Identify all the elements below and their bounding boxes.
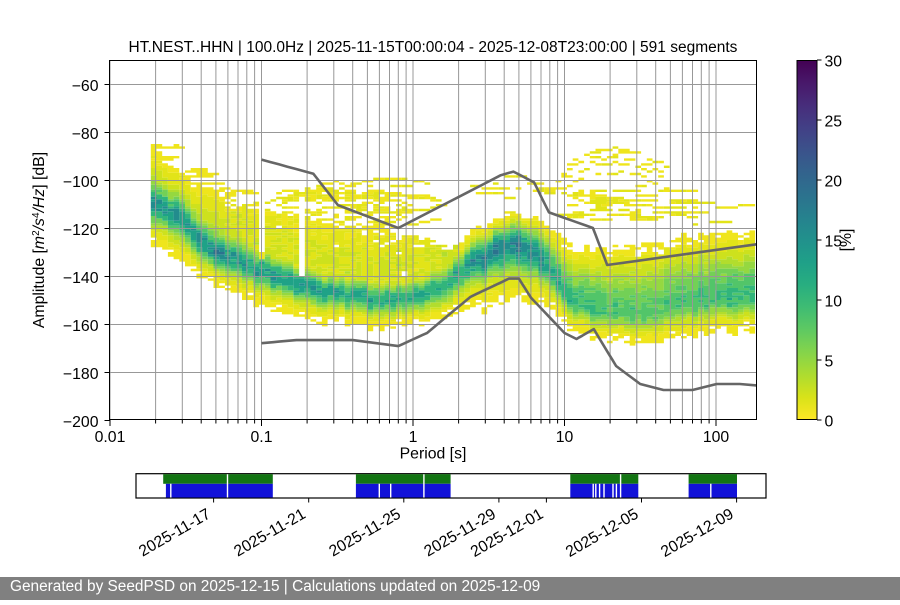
svg-text:HT.NEST..HHN | 100.0Hz | 2025-: HT.NEST..HHN | 100.0Hz | 2025-11-15T00:0… bbox=[129, 39, 738, 56]
svg-text:−100: −100 bbox=[63, 174, 99, 191]
svg-text:2025-11-21: 2025-11-21 bbox=[231, 506, 309, 561]
svg-text:−60: −60 bbox=[72, 78, 99, 95]
svg-text:2025-11-17: 2025-11-17 bbox=[136, 506, 213, 561]
svg-text:Period [s]: Period [s] bbox=[400, 446, 467, 463]
svg-text:2025-12-05: 2025-12-05 bbox=[563, 506, 642, 561]
svg-text:15: 15 bbox=[825, 234, 843, 251]
svg-text:0: 0 bbox=[825, 414, 834, 431]
svg-text:2025-11-25: 2025-11-25 bbox=[326, 506, 404, 561]
svg-text:0.01: 0.01 bbox=[95, 429, 126, 446]
svg-text:10: 10 bbox=[825, 294, 843, 311]
svg-text:−200: −200 bbox=[63, 414, 99, 431]
svg-text:0.1: 0.1 bbox=[251, 429, 273, 446]
svg-text:Amplitude [m2/s4/Hz] [dB]: Amplitude [m2/s4/Hz] [dB] bbox=[31, 152, 48, 328]
svg-text:2025-12-09: 2025-12-09 bbox=[658, 506, 737, 561]
svg-text:30: 30 bbox=[825, 54, 843, 71]
svg-text:10: 10 bbox=[556, 429, 574, 446]
svg-text:5: 5 bbox=[825, 354, 834, 371]
svg-text:−80: −80 bbox=[72, 126, 99, 143]
svg-text:−180: −180 bbox=[63, 366, 99, 383]
svg-text:[%]: [%] bbox=[838, 229, 855, 252]
svg-text:20: 20 bbox=[825, 174, 843, 191]
svg-text:1: 1 bbox=[409, 429, 418, 446]
svg-text:100: 100 bbox=[703, 429, 730, 446]
svg-text:−120: −120 bbox=[63, 222, 99, 239]
svg-text:−140: −140 bbox=[63, 270, 99, 287]
svg-text:−160: −160 bbox=[63, 318, 99, 335]
svg-text:25: 25 bbox=[825, 114, 843, 131]
